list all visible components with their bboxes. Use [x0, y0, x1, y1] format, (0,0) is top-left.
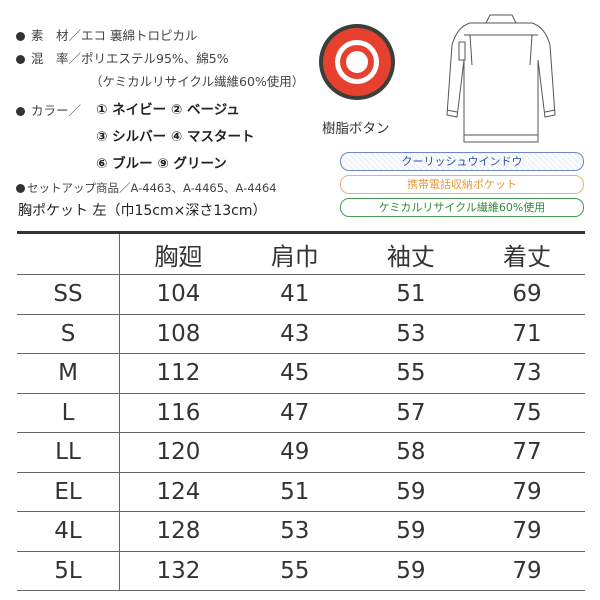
- bullet-icon: [16, 32, 25, 41]
- cell-chest: 116: [119, 393, 237, 433]
- material-text: 素 材／エコ 裏綿トロピカル: [31, 28, 198, 43]
- cell-shoulder: 43: [236, 314, 353, 354]
- bullet-icon: [16, 184, 25, 193]
- cell-size: 5L: [17, 551, 120, 591]
- color-label-text: カラー／: [31, 103, 82, 118]
- cell-length: 71: [468, 314, 585, 354]
- bullet-icon: [16, 107, 25, 116]
- cell-size: S: [17, 314, 120, 354]
- cell-size: M: [17, 353, 120, 394]
- blend-note: （ケミカルリサイクル繊維60%使用）: [90, 74, 305, 89]
- cell-sleeve: 59: [352, 511, 469, 552]
- cell-sleeve: 57: [352, 393, 469, 433]
- cell-length: 79: [468, 511, 585, 552]
- table-row: M 112 45 55 73: [17, 353, 585, 394]
- cell-length: 79: [468, 472, 585, 512]
- header-length: 着丈: [468, 232, 585, 275]
- table-row: L 116 47 57 75: [17, 393, 585, 433]
- resin-button-icon: [319, 24, 395, 100]
- table-header-row: 胸廻 肩巾 袖丈 着丈: [17, 232, 585, 275]
- cell-shoulder: 47: [236, 393, 353, 433]
- blend-spec: 混 率／ポリエステル95%、綿5%: [16, 48, 229, 67]
- cell-shoulder: 49: [236, 432, 353, 473]
- cell-length: 75: [468, 393, 585, 433]
- button-caption: 樹脂ボタン: [322, 121, 390, 137]
- cell-shoulder: 53: [236, 511, 353, 552]
- cell-shoulder: 45: [236, 353, 353, 394]
- table-row: 4L 128 53 59 79: [17, 511, 585, 552]
- cell-sleeve: 59: [352, 551, 469, 591]
- cell-chest: 128: [119, 511, 237, 552]
- cell-sleeve: 55: [352, 353, 469, 394]
- cell-length: 73: [468, 353, 585, 394]
- cell-shoulder: 51: [236, 472, 353, 512]
- feature-badge-phone-pocket: 携帯電話収納ポケット: [340, 175, 584, 194]
- cell-length: 79: [468, 551, 585, 591]
- table-row: LL 120 49 58 77: [17, 432, 585, 473]
- cell-length: 77: [468, 432, 585, 473]
- table-row: EL 124 51 59 79: [17, 472, 585, 512]
- cell-sleeve: 59: [352, 472, 469, 512]
- cell-chest: 104: [119, 274, 237, 315]
- table-row: SS 104 41 51 69: [17, 274, 585, 315]
- cell-sleeve: 58: [352, 432, 469, 473]
- cell-sleeve: 51: [352, 274, 469, 315]
- color-line-3: ⑥ ブルー ⑨ グリーン: [96, 156, 227, 172]
- header-sleeve: 袖丈: [352, 232, 469, 275]
- color-label: カラー／: [16, 100, 81, 119]
- color-line-1: ① ネイビー ② ベージュ: [96, 102, 240, 118]
- cell-length: 69: [468, 274, 585, 315]
- color-line-2: ③ シルバー ④ マスタート: [96, 129, 255, 145]
- shirt-back-illustration: [446, 14, 556, 143]
- cell-sleeve: 53: [352, 314, 469, 354]
- header-chest: 胸廻: [119, 232, 237, 275]
- cell-chest: 108: [119, 314, 237, 354]
- setup-text: セットアップ商品／A-4463、A-4465、A-4464: [27, 181, 277, 195]
- size-table: 胸廻 肩巾 袖丈 着丈 SS 104 41 51 69 S 108 43 53 71 M 112 45 5…: [17, 231, 585, 591]
- cell-size: EL: [17, 472, 120, 512]
- pocket-spec: 胸ポケット 左（巾15cm×深さ13cm）: [18, 203, 267, 219]
- cell-size: 4L: [17, 511, 120, 552]
- feature-badge-cooling-window: クーリッシュウインドウ: [340, 152, 584, 171]
- table-row: 5L 132 55 59 79: [17, 551, 585, 591]
- header-size: [17, 232, 120, 275]
- table-row: S 108 43 53 71: [17, 314, 585, 354]
- cell-size: SS: [17, 274, 120, 315]
- cell-size: L: [17, 393, 120, 433]
- cell-chest: 120: [119, 432, 237, 473]
- feature-badge-recycled-fiber: ケミカルリサイクル繊維60%使用: [340, 198, 584, 217]
- cell-shoulder: 41: [236, 274, 353, 315]
- cell-chest: 112: [119, 353, 237, 394]
- header-shoulder: 肩巾: [236, 232, 353, 275]
- material-spec: 素 材／エコ 裏綿トロピカル: [16, 25, 197, 44]
- cell-chest: 124: [119, 472, 237, 512]
- cell-size: LL: [17, 432, 120, 473]
- setup-spec: セットアップ商品／A-4463、A-4465、A-4464: [16, 180, 277, 196]
- blend-text: 混 率／ポリエステル95%、綿5%: [31, 51, 229, 66]
- bullet-icon: [16, 55, 25, 64]
- cell-chest: 132: [119, 551, 237, 591]
- cell-shoulder: 55: [236, 551, 353, 591]
